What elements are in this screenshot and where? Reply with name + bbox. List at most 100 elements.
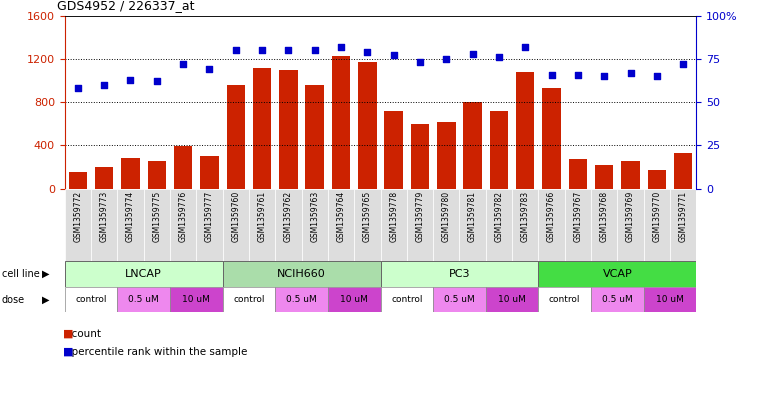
Bar <box>332 56 350 189</box>
Text: GSM1359765: GSM1359765 <box>363 191 372 242</box>
Bar <box>380 189 407 261</box>
Text: GSM1359768: GSM1359768 <box>600 191 609 242</box>
Bar <box>380 261 539 287</box>
Point <box>361 49 374 55</box>
Point <box>440 56 452 62</box>
Point <box>151 78 163 84</box>
Text: GSM1359778: GSM1359778 <box>389 191 398 242</box>
Bar <box>568 160 587 189</box>
Bar <box>121 158 140 189</box>
Bar <box>486 287 539 312</box>
Text: ■: ■ <box>63 329 74 339</box>
Bar <box>174 147 193 189</box>
Bar <box>670 189 696 261</box>
Bar <box>200 156 218 189</box>
Bar <box>407 189 433 261</box>
Bar <box>595 165 613 189</box>
Text: LNCAP: LNCAP <box>126 269 162 279</box>
Text: NCIH660: NCIH660 <box>277 269 326 279</box>
Bar <box>591 189 617 261</box>
Text: ▶: ▶ <box>42 269 49 279</box>
Bar <box>539 261 696 287</box>
Bar <box>91 189 117 261</box>
Bar <box>539 189 565 261</box>
Bar <box>539 287 591 312</box>
Bar <box>279 70 298 189</box>
Bar <box>328 189 354 261</box>
Bar <box>437 121 456 189</box>
Bar <box>621 160 640 189</box>
Text: dose: dose <box>2 295 24 305</box>
Text: GSM1359762: GSM1359762 <box>284 191 293 242</box>
Bar <box>411 124 429 189</box>
Text: 0.5 uM: 0.5 uM <box>286 295 317 304</box>
Bar <box>223 189 249 261</box>
Text: GSM1359771: GSM1359771 <box>679 191 688 242</box>
Text: GSM1359779: GSM1359779 <box>416 191 425 242</box>
Bar <box>65 189 91 261</box>
Text: ▶: ▶ <box>42 295 49 305</box>
Point <box>309 47 321 53</box>
Bar <box>68 172 87 189</box>
Text: 0.5 uM: 0.5 uM <box>602 295 632 304</box>
Point <box>177 61 189 67</box>
Bar <box>565 189 591 261</box>
Bar <box>354 189 380 261</box>
Point <box>203 66 215 72</box>
Bar <box>486 189 512 261</box>
Text: VCAP: VCAP <box>603 269 632 279</box>
Text: GSM1359776: GSM1359776 <box>179 191 188 242</box>
Point <box>466 51 479 57</box>
Text: GSM1359770: GSM1359770 <box>652 191 661 242</box>
Bar <box>249 189 275 261</box>
Text: ■: ■ <box>63 347 74 357</box>
Text: percentile rank within the sample: percentile rank within the sample <box>65 347 247 357</box>
Bar <box>223 261 380 287</box>
Text: 10 uM: 10 uM <box>183 295 210 304</box>
Point <box>598 73 610 79</box>
Text: GSM1359781: GSM1359781 <box>468 191 477 242</box>
Bar <box>65 287 117 312</box>
Point <box>519 44 531 50</box>
Point <box>256 47 268 53</box>
Text: GSM1359782: GSM1359782 <box>495 191 504 242</box>
Bar <box>516 72 534 189</box>
Text: GSM1359760: GSM1359760 <box>231 191 240 242</box>
Text: control: control <box>75 295 107 304</box>
Text: PC3: PC3 <box>449 269 470 279</box>
Text: GSM1359777: GSM1359777 <box>205 191 214 242</box>
Point <box>335 44 347 50</box>
Text: GDS4952 / 226337_at: GDS4952 / 226337_at <box>57 0 195 12</box>
Bar <box>227 85 245 189</box>
Text: GSM1359775: GSM1359775 <box>152 191 161 242</box>
Text: control: control <box>391 295 422 304</box>
Bar <box>170 189 196 261</box>
Bar <box>358 62 377 189</box>
Bar <box>648 170 666 189</box>
Bar <box>117 189 144 261</box>
Text: GSM1359780: GSM1359780 <box>442 191 451 242</box>
Point <box>230 47 242 53</box>
Point <box>72 85 84 92</box>
Bar <box>617 189 644 261</box>
Bar <box>148 160 166 189</box>
Text: GSM1359761: GSM1359761 <box>257 191 266 242</box>
Bar <box>170 287 223 312</box>
Bar <box>460 189 486 261</box>
Point <box>414 59 426 66</box>
Bar <box>463 102 482 189</box>
Text: 10 uM: 10 uM <box>656 295 684 304</box>
Text: control: control <box>233 295 265 304</box>
Text: GSM1359767: GSM1359767 <box>573 191 582 242</box>
Bar <box>433 189 460 261</box>
Text: GSM1359783: GSM1359783 <box>521 191 530 242</box>
Bar <box>65 261 223 287</box>
Point <box>651 73 663 79</box>
Point <box>572 72 584 78</box>
Bar <box>644 189 670 261</box>
Text: GSM1359773: GSM1359773 <box>100 191 109 242</box>
Bar <box>305 85 324 189</box>
Text: 0.5 uM: 0.5 uM <box>129 295 159 304</box>
Bar <box>223 287 275 312</box>
Bar <box>95 167 113 189</box>
